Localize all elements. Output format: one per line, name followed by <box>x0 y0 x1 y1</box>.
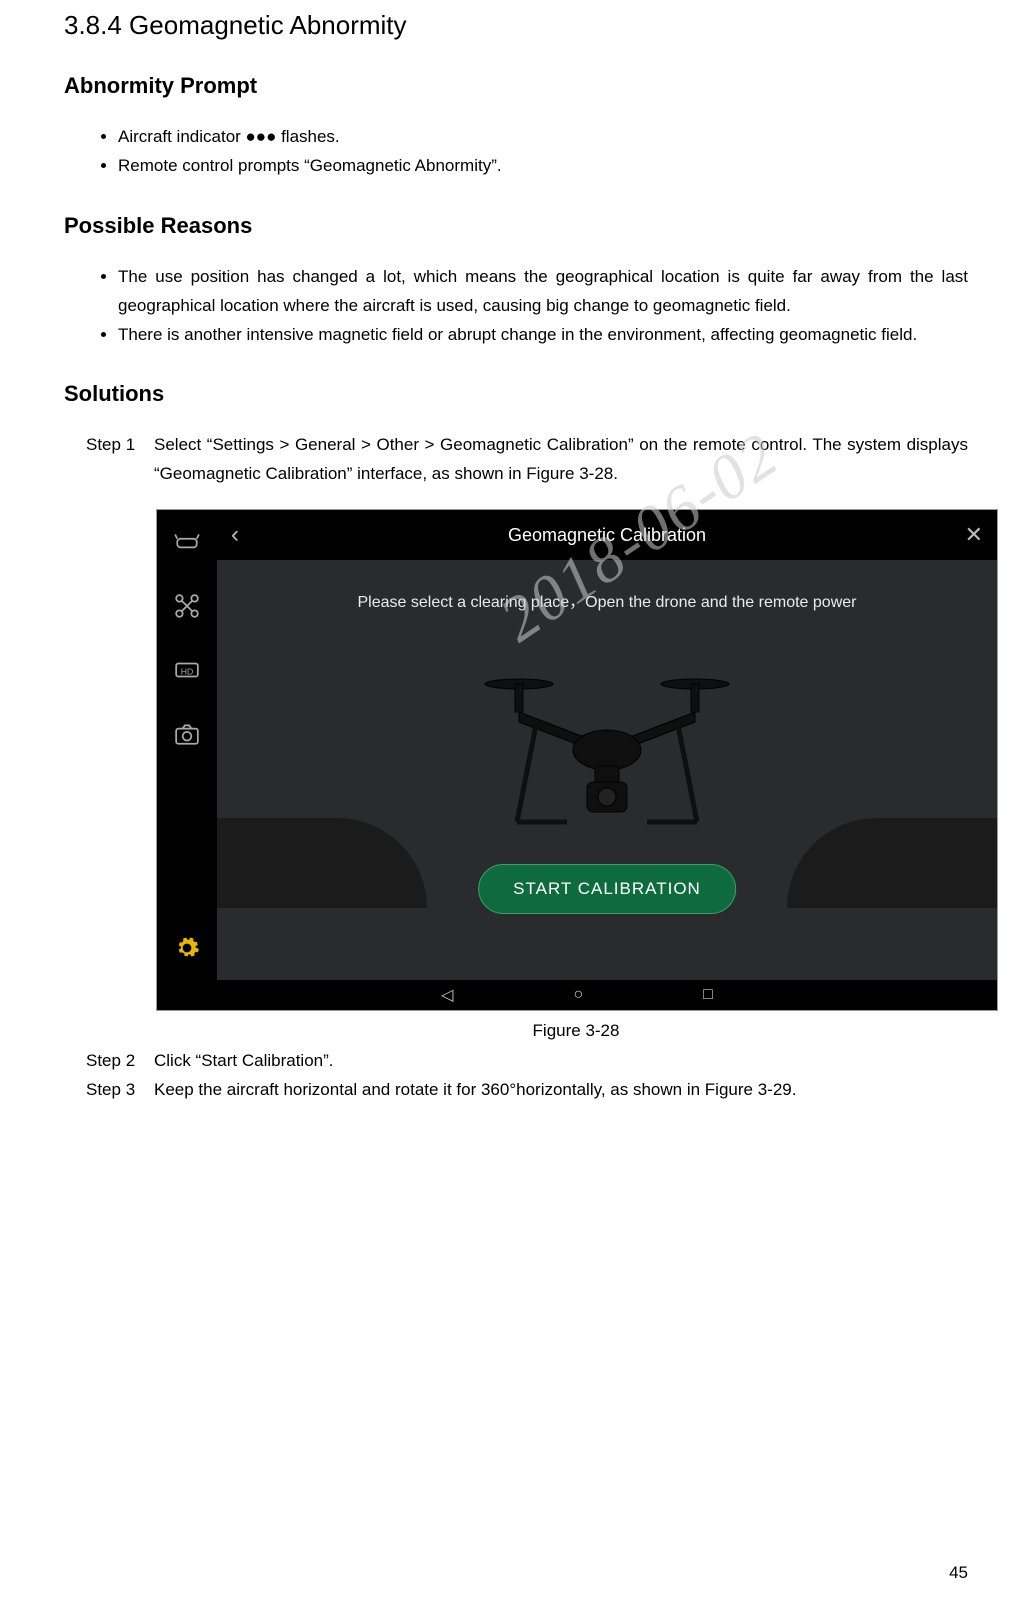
list-item: Aircraft indicator ●●● flashes. <box>118 123 968 152</box>
calibration-screenshot: HD ‹ Geomagnetic Calibration ✕ Please se… <box>156 509 998 1011</box>
reasons-list: The use position has changed a lot, whic… <box>118 263 968 350</box>
list-item: The use position has changed a lot, whic… <box>118 263 968 321</box>
controller-icon[interactable] <box>173 528 201 556</box>
hd-icon[interactable]: HD <box>173 656 201 684</box>
list-item: Remote control prompts “Geomagnetic Abno… <box>118 152 968 181</box>
figure-caption: Figure 3-28 <box>156 1021 996 1041</box>
svg-text:HD: HD <box>181 667 194 677</box>
ground-shape <box>217 818 427 908</box>
drone-icon[interactable] <box>173 592 201 620</box>
abnormity-heading: Abnormity Prompt <box>64 73 968 99</box>
camera-icon[interactable] <box>173 720 201 748</box>
step-row: Step 3 Keep the aircraft horizontal and … <box>64 1076 968 1105</box>
calibration-scene: START CALIBRATION <box>217 622 997 942</box>
screenshot-main: ‹ Geomagnetic Calibration ✕ Please selec… <box>217 510 997 980</box>
android-navbar: ◁ ○ □ <box>157 980 997 1010</box>
reasons-heading: Possible Reasons <box>64 213 968 239</box>
nav-recent-icon[interactable]: □ <box>703 986 713 1004</box>
step-text: Keep the aircraft horizontal and rotate … <box>154 1076 968 1105</box>
section-title: 3.8.4 Geomagnetic Abnormity <box>64 10 968 41</box>
solutions-heading: Solutions <box>64 381 968 407</box>
step-text: Click “Start Calibration”. <box>154 1047 968 1076</box>
nav-back-icon[interactable]: ◁ <box>441 985 453 1005</box>
screenshot-topbar: ‹ Geomagnetic Calibration ✕ <box>217 510 997 560</box>
list-item: There is another intensive magnetic fiel… <box>118 321 968 350</box>
abnormity-list: Aircraft indicator ●●● flashes. Remote c… <box>118 123 968 181</box>
gear-icon[interactable] <box>173 934 201 962</box>
nav-home-icon[interactable]: ○ <box>573 986 583 1004</box>
step-label: Step 1 <box>64 431 154 489</box>
instruction-text: Please select a clearing place，Open the … <box>217 560 997 622</box>
step-text: Select “Settings > General > Other > Geo… <box>154 431 968 489</box>
back-icon[interactable]: ‹ <box>231 521 239 549</box>
app-sidebar: HD <box>157 510 217 980</box>
step-label: Step 3 <box>64 1076 154 1105</box>
step-label: Step 2 <box>64 1047 154 1076</box>
step-row: Step 2 Click “Start Calibration”. <box>64 1047 968 1076</box>
drone-illustration <box>477 662 737 862</box>
step-row: Step 1 Select “Settings > General > Othe… <box>64 431 968 489</box>
screenshot-title: Geomagnetic Calibration <box>508 525 706 546</box>
start-calibration-button[interactable]: START CALIBRATION <box>478 864 736 914</box>
close-icon[interactable]: ✕ <box>965 522 983 548</box>
ground-shape <box>787 818 997 908</box>
page-number: 45 <box>949 1563 968 1583</box>
